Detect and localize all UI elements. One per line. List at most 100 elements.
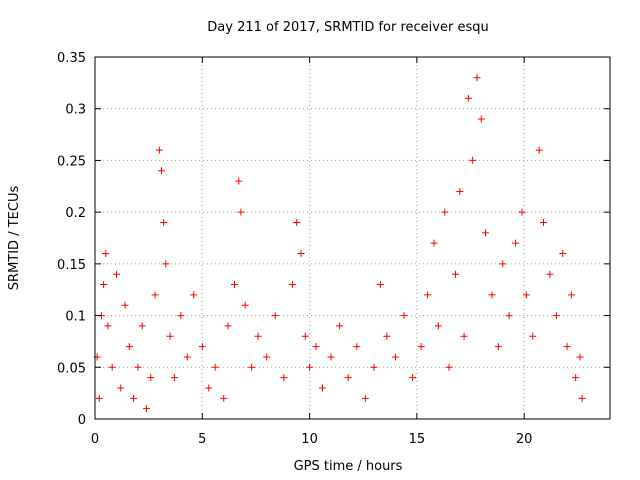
data-point	[95, 394, 103, 402]
data-point	[535, 146, 543, 154]
data-point	[460, 332, 468, 340]
data-point	[306, 363, 314, 371]
data-point	[155, 146, 163, 154]
data-point	[488, 291, 496, 299]
data-point	[235, 177, 243, 185]
data-points	[93, 74, 586, 413]
data-point	[220, 394, 228, 402]
data-point	[445, 363, 453, 371]
x-tick-label: 20	[516, 432, 533, 447]
data-point	[104, 322, 112, 330]
data-point	[102, 250, 110, 258]
y-tick-label: 0.25	[57, 154, 86, 169]
data-point	[473, 74, 481, 82]
data-point	[469, 156, 477, 164]
x-tick-label: 10	[301, 432, 318, 447]
chart-title: Day 211 of 2017, SRMTID for receiver esq…	[207, 20, 488, 35]
data-point	[409, 374, 417, 382]
axes	[94, 56, 611, 420]
y-tick-label: 0.3	[65, 103, 86, 118]
data-point	[376, 281, 384, 289]
y-tick-label: 0.1	[65, 310, 86, 325]
y-tick-label: 0.05	[57, 361, 86, 376]
x-tick-label: 15	[409, 432, 426, 447]
data-point	[499, 260, 507, 268]
data-point	[100, 281, 108, 289]
data-point	[237, 208, 245, 216]
data-point	[230, 281, 238, 289]
data-point	[177, 312, 185, 320]
data-point	[125, 343, 133, 351]
data-point	[567, 291, 575, 299]
data-point	[522, 291, 530, 299]
data-point	[441, 208, 449, 216]
data-point	[546, 270, 554, 278]
data-point	[563, 343, 571, 351]
data-point	[121, 301, 129, 309]
data-point	[572, 374, 580, 382]
data-point	[552, 312, 560, 320]
data-point	[464, 94, 472, 102]
data-point	[198, 343, 206, 351]
data-point	[288, 281, 296, 289]
data-point	[505, 312, 513, 320]
data-point	[147, 374, 155, 382]
grid	[95, 57, 610, 419]
data-point	[158, 167, 166, 175]
data-point	[263, 353, 271, 361]
y-tick-label: 0.15	[57, 258, 86, 273]
data-point	[400, 312, 408, 320]
data-point	[190, 291, 198, 299]
y-axis-label: SRMTID / TECUs	[7, 186, 22, 291]
data-point	[318, 384, 326, 392]
data-point	[143, 405, 150, 413]
data-point	[160, 218, 168, 226]
data-point	[117, 384, 125, 392]
data-point	[297, 250, 305, 258]
data-point	[280, 374, 288, 382]
data-point	[512, 239, 520, 247]
data-point	[417, 343, 425, 351]
tick-labels: 0 5 10 15 20 0 0.05 0.1 0.15 0.2 0.25 0.3 0.35	[57, 51, 532, 447]
data-point	[312, 343, 320, 351]
data-point	[518, 208, 526, 216]
data-point	[336, 322, 344, 330]
data-point	[383, 332, 391, 340]
data-point	[529, 332, 537, 340]
data-point	[578, 394, 586, 402]
data-point	[344, 374, 352, 382]
data-point	[434, 322, 442, 330]
data-point	[576, 353, 584, 361]
y-tick-label: 0	[78, 413, 86, 428]
data-point	[559, 250, 567, 258]
data-point	[170, 374, 178, 382]
data-point	[271, 312, 279, 320]
data-point	[134, 363, 142, 371]
data-point	[424, 291, 432, 299]
data-point	[112, 270, 120, 278]
data-point	[370, 363, 378, 371]
y-tick-label: 0.35	[57, 51, 86, 66]
plot-frame	[94, 56, 611, 420]
data-point	[353, 343, 361, 351]
data-point	[205, 384, 213, 392]
data-point	[162, 260, 170, 268]
data-point	[130, 394, 138, 402]
x-axis-label: GPS time / hours	[294, 459, 403, 474]
data-point	[456, 187, 464, 195]
data-point	[211, 363, 219, 371]
data-point	[430, 239, 438, 247]
data-point	[254, 332, 262, 340]
data-point	[151, 291, 159, 299]
data-point	[138, 322, 146, 330]
x-tick-label: 0	[91, 432, 99, 447]
data-point	[452, 270, 459, 278]
data-point	[108, 363, 116, 371]
y-tick-label: 0.2	[65, 206, 86, 221]
data-point	[224, 322, 232, 330]
data-point	[477, 115, 485, 123]
data-point	[539, 218, 547, 226]
data-point	[301, 332, 309, 340]
data-point	[482, 229, 490, 237]
